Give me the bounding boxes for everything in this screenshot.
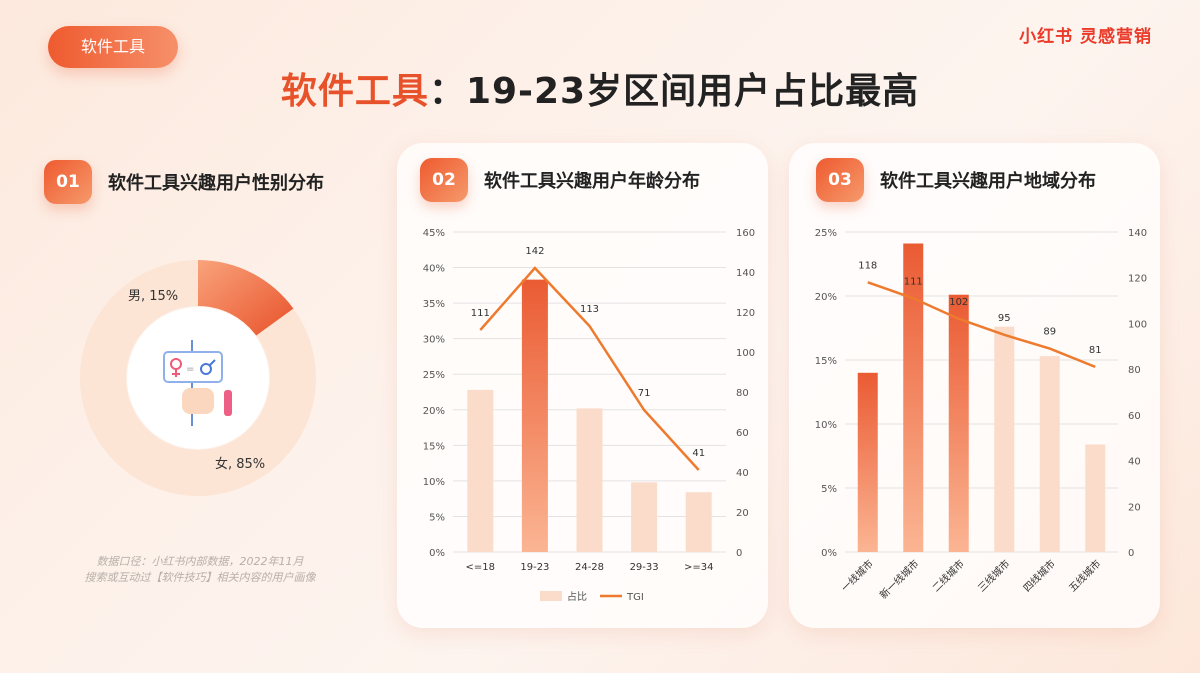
bar-4 [1039, 356, 1060, 552]
region-combo-chart: 0% 5% 10% 15% 20% 25% 0 20 40 60 80 100 120 140 一线城市 新一… [815, 228, 1147, 602]
page-title-rest: ：19-23岁区间用户占比最高 [428, 71, 920, 112]
page-title: 软件工具：19-23岁区间用户占比最高 [0, 62, 1200, 114]
y-left-tick-label: 40% [423, 264, 445, 275]
tgi-data-label: 142 [525, 246, 544, 257]
y-left-tick-label: 5% [429, 512, 445, 523]
y-right-tick-label: 40 [1128, 457, 1141, 468]
y-right-tick-label: 0 [736, 548, 742, 559]
donut-slice-0 [198, 260, 294, 336]
y-left-tick-label: 15% [423, 441, 445, 452]
section-header-gender: 01 软件工具兴趣用户性别分布 [44, 160, 324, 204]
donut-label-female: 女, 85% [215, 456, 265, 472]
x-tick-label: 新一线城市 [877, 557, 922, 602]
brand-logo: 小红书 灵感营销 [1019, 27, 1152, 47]
tgi-data-label: 41 [692, 448, 705, 459]
bar-4 [685, 492, 712, 552]
x-tick-label: 24-28 [575, 562, 604, 573]
svg-text:=: = [186, 364, 194, 375]
y-left-tick-label: 10% [423, 477, 445, 488]
y-right-tick-label: 100 [736, 348, 755, 359]
age-combo-chart: 0% 5% 10% 15% 20% 25% 30% 35% 40% 45% 0 20 40 60 80 100… [423, 228, 755, 603]
x-tick-label: 一线城市 [838, 557, 875, 594]
y-right-tick-label: 60 [736, 428, 749, 439]
y-right-tick-label: 40 [736, 468, 749, 479]
tgi-data-label: 118 [858, 260, 877, 271]
x-tick-label: <=18 [466, 562, 495, 573]
section-title: 软件工具兴趣用户年龄分布 [484, 171, 700, 192]
legend-swatch-bar [540, 591, 562, 601]
bar-1 [521, 279, 548, 552]
page-title-highlight: 软件工具 [280, 71, 429, 112]
tgi-data-label: 102 [949, 297, 968, 308]
y-right-tick-label: 140 [736, 268, 755, 279]
y-left-tick-label: 0% [821, 548, 837, 559]
tgi-data-label: 111 [471, 308, 490, 319]
legend-label: 占比 [567, 590, 587, 603]
gender-sign-icon: = [163, 340, 232, 426]
bar-1 [903, 243, 924, 552]
y-right-tick-label: 0 [1128, 548, 1134, 559]
tgi-data-label: 95 [998, 313, 1011, 324]
bar-5 [1085, 444, 1106, 552]
section-header-region: 03 软件工具兴趣用户地域分布 [816, 158, 1096, 202]
legend-label: TGI [626, 592, 644, 603]
x-tick-label: 五线城市 [1066, 557, 1103, 594]
donut-slice-1 [80, 260, 317, 496]
y-left-tick-label: 20% [815, 292, 837, 303]
y-left-tick-label: 25% [815, 228, 837, 239]
y-right-tick-label: 120 [1128, 274, 1147, 285]
x-tick-label: >=34 [684, 562, 713, 573]
bar-0 [857, 372, 878, 552]
y-left-tick-label: 10% [815, 420, 837, 431]
y-left-tick-label: 30% [423, 335, 445, 346]
y-right-tick-label: 60 [1128, 411, 1141, 422]
x-tick-label: 三线城市 [975, 557, 1012, 594]
gender-donut-chart: 男, 15% 女, 85% = [80, 260, 317, 496]
section-header-age: 02 软件工具兴趣用户年龄分布 [420, 158, 700, 202]
tgi-data-label: 89 [1043, 327, 1056, 338]
y-left-tick-label: 5% [821, 484, 837, 495]
tgi-data-label: 81 [1089, 345, 1102, 356]
y-right-tick-label: 160 [736, 228, 755, 239]
donut-label-male: 男, 15% [128, 289, 178, 304]
section-title: 软件工具兴趣用户地域分布 [880, 171, 1096, 192]
y-left-tick-label: 25% [423, 370, 445, 381]
section-number: 01 [44, 160, 92, 204]
y-left-tick-label: 45% [423, 228, 445, 239]
section-number: 02 [420, 158, 468, 202]
category-tag: 软件工具 [48, 26, 178, 68]
y-right-tick-label: 140 [1128, 228, 1147, 239]
x-tick-label: 29-33 [630, 562, 659, 573]
x-tick-label: 二线城市 [929, 557, 966, 594]
y-left-tick-label: 20% [423, 406, 445, 417]
footnote-line-2: 搜索或互动过【软件技巧】相关内容的用户画像 [84, 571, 316, 584]
y-right-tick-label: 100 [1128, 319, 1147, 330]
y-right-tick-label: 120 [736, 308, 755, 319]
tgi-data-label: 111 [904, 276, 923, 287]
footnote: 数据口径：小红书内部数据，2022年11月 搜索或互动过【软件技巧】相关内容的用… [40, 554, 360, 586]
y-right-tick-label: 80 [1128, 365, 1141, 376]
bar-3 [994, 326, 1015, 552]
section-number: 03 [816, 158, 864, 202]
tgi-line [867, 281, 1096, 369]
tgi-line [479, 266, 700, 471]
y-right-tick-label: 20 [1128, 502, 1141, 513]
y-left-tick-label: 15% [815, 356, 837, 367]
bar-2 [948, 294, 969, 552]
y-left-tick-label: 0% [429, 548, 445, 559]
y-right-tick-label: 80 [736, 388, 749, 399]
y-left-tick-label: 35% [423, 299, 445, 310]
x-tick-label: 19-23 [520, 562, 549, 573]
section-title: 软件工具兴趣用户性别分布 [108, 173, 324, 194]
y-right-tick-label: 20 [736, 508, 749, 519]
x-tick-label: 四线城市 [1020, 557, 1057, 594]
tgi-data-label: 71 [638, 388, 651, 399]
bar-3 [631, 482, 658, 552]
tgi-data-label: 113 [580, 304, 599, 315]
footnote-line-1: 数据口径：小红书内部数据，2022年11月 [96, 555, 304, 568]
bar-0 [467, 389, 494, 552]
bar-2 [576, 408, 603, 552]
